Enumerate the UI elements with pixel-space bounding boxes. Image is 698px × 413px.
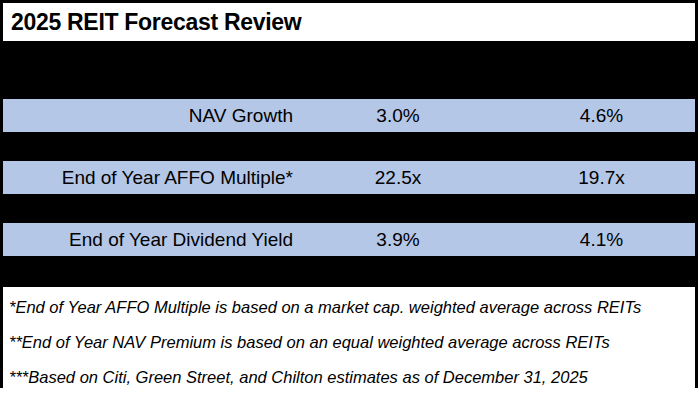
page-title: 2025 REIT Forecast Review xyxy=(11,9,301,36)
table-row-nav-growth: NAV Growth 3.0% 4.6% xyxy=(3,99,695,132)
row-label: End of Year Dividend Yield xyxy=(3,229,333,251)
footnotes-section: *End of Year AFFO Multiple is based on a… xyxy=(3,287,695,395)
row-value-1: 3.0% xyxy=(333,105,463,127)
row-value-2: 4.1% xyxy=(463,229,695,251)
bottom-band xyxy=(3,256,695,287)
title-bar: 2025 REIT Forecast Review xyxy=(3,3,695,41)
row-value-2: 19.7x xyxy=(463,167,695,189)
row-value-2: 4.6% xyxy=(463,105,695,127)
row-label: End of Year AFFO Multiple* xyxy=(3,167,333,189)
forecast-table: 2025 REIT Forecast Review NAV Growth 3.0… xyxy=(0,0,698,388)
separator-band xyxy=(3,194,695,223)
footnote-3: ***Based on Citi, Green Street, and Chil… xyxy=(9,360,689,395)
footnote-1: *End of Year AFFO Multiple is based on a… xyxy=(9,290,689,325)
table-row-dividend-yield: End of Year Dividend Yield 3.9% 4.1% xyxy=(3,223,695,256)
footnote-2: **End of Year NAV Premium is based on an… xyxy=(9,325,689,360)
separator-band xyxy=(3,132,695,161)
header-band xyxy=(3,41,695,99)
row-label: NAV Growth xyxy=(3,105,333,127)
page-canvas: 2025 REIT Forecast Review NAV Growth 3.0… xyxy=(0,0,698,413)
table-row-affo-multiple: End of Year AFFO Multiple* 22.5x 19.7x xyxy=(3,161,695,194)
row-value-1: 3.9% xyxy=(333,229,463,251)
row-value-1: 22.5x xyxy=(333,167,463,189)
